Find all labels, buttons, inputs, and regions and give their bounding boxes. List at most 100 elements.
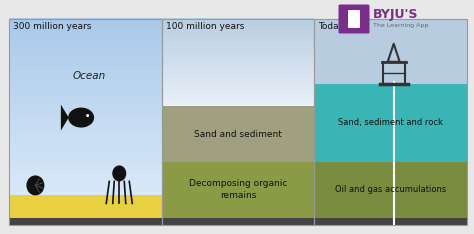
Bar (162, 102, 314, 105)
Bar (9, 128, 162, 132)
Text: Decomposing organic
remains: Decomposing organic remains (189, 179, 287, 200)
Bar (9, 54, 162, 58)
Bar (9, 149, 162, 153)
Bar (162, 104, 314, 106)
Bar (162, 30, 314, 33)
Bar (9, 64, 162, 68)
Bar (9, 124, 162, 128)
Bar (162, 25, 314, 27)
Text: Sand and sediment: Sand and sediment (194, 130, 282, 139)
Bar (162, 53, 314, 55)
Bar (9, 110, 162, 114)
Bar (9, 181, 162, 185)
Bar (9, 131, 162, 135)
Bar (162, 39, 314, 41)
Bar (162, 46, 314, 48)
Bar (9, 184, 162, 188)
Bar (9, 99, 162, 103)
Bar (162, 73, 314, 75)
Bar (162, 37, 314, 40)
Bar (314, 19, 467, 225)
Bar (9, 121, 162, 125)
Bar (9, 75, 162, 79)
Bar (162, 97, 314, 99)
Bar (9, 61, 162, 65)
Bar (162, 67, 314, 69)
Bar (162, 92, 314, 94)
Bar (162, 36, 314, 38)
Bar (9, 19, 162, 225)
Bar (162, 55, 314, 57)
Bar (162, 99, 314, 101)
Bar (9, 22, 162, 26)
Bar (9, 174, 162, 178)
Bar (9, 138, 162, 143)
Bar (9, 68, 162, 72)
Bar (9, 96, 162, 100)
FancyBboxPatch shape (338, 4, 370, 33)
Bar (162, 41, 314, 43)
Bar (162, 78, 314, 80)
Bar (9, 191, 162, 195)
Text: The Learning App: The Learning App (373, 23, 428, 28)
Ellipse shape (68, 108, 94, 128)
Bar (162, 162, 314, 218)
Bar (162, 87, 314, 89)
Bar (162, 18, 314, 20)
Bar (162, 74, 314, 77)
Bar (162, 27, 314, 29)
Bar (9, 135, 162, 139)
Bar (162, 60, 314, 62)
Bar (9, 163, 162, 167)
Bar (314, 218, 467, 225)
Bar (162, 76, 314, 78)
Bar (9, 195, 162, 218)
Text: Sand, sediment and rock: Sand, sediment and rock (338, 118, 443, 128)
Bar (9, 160, 162, 164)
Bar (9, 146, 162, 150)
Bar (162, 90, 314, 92)
Bar (9, 82, 162, 86)
Text: BYJU'S: BYJU'S (373, 8, 419, 21)
Bar (162, 64, 314, 66)
Bar (9, 43, 162, 47)
Bar (9, 78, 162, 82)
Ellipse shape (27, 176, 45, 195)
Bar (162, 62, 314, 64)
Bar (9, 71, 162, 75)
Bar (9, 36, 162, 40)
Text: 100 million years: 100 million years (166, 22, 244, 31)
Polygon shape (61, 105, 69, 131)
Bar (9, 19, 162, 225)
Bar (9, 89, 162, 93)
Bar (9, 218, 162, 225)
Bar (162, 51, 314, 54)
Bar (162, 94, 314, 96)
Bar (9, 92, 162, 96)
Bar (162, 23, 314, 26)
FancyBboxPatch shape (348, 10, 360, 28)
Bar (162, 218, 314, 225)
Bar (162, 20, 314, 22)
Bar (9, 170, 162, 174)
Bar (162, 69, 314, 71)
Bar (9, 85, 162, 89)
Text: Today: Today (319, 22, 345, 31)
Bar (9, 117, 162, 121)
Bar (9, 25, 162, 29)
Bar (162, 106, 314, 162)
Bar (162, 50, 314, 52)
Bar (9, 156, 162, 160)
Bar (162, 19, 314, 225)
Bar (9, 29, 162, 33)
Bar (314, 84, 467, 162)
Bar (9, 103, 162, 107)
Bar (314, 162, 467, 218)
Bar (9, 50, 162, 54)
Bar (9, 57, 162, 61)
Bar (162, 80, 314, 82)
Bar (9, 188, 162, 192)
Bar (9, 106, 162, 111)
Bar (162, 85, 314, 87)
Bar (162, 48, 314, 50)
